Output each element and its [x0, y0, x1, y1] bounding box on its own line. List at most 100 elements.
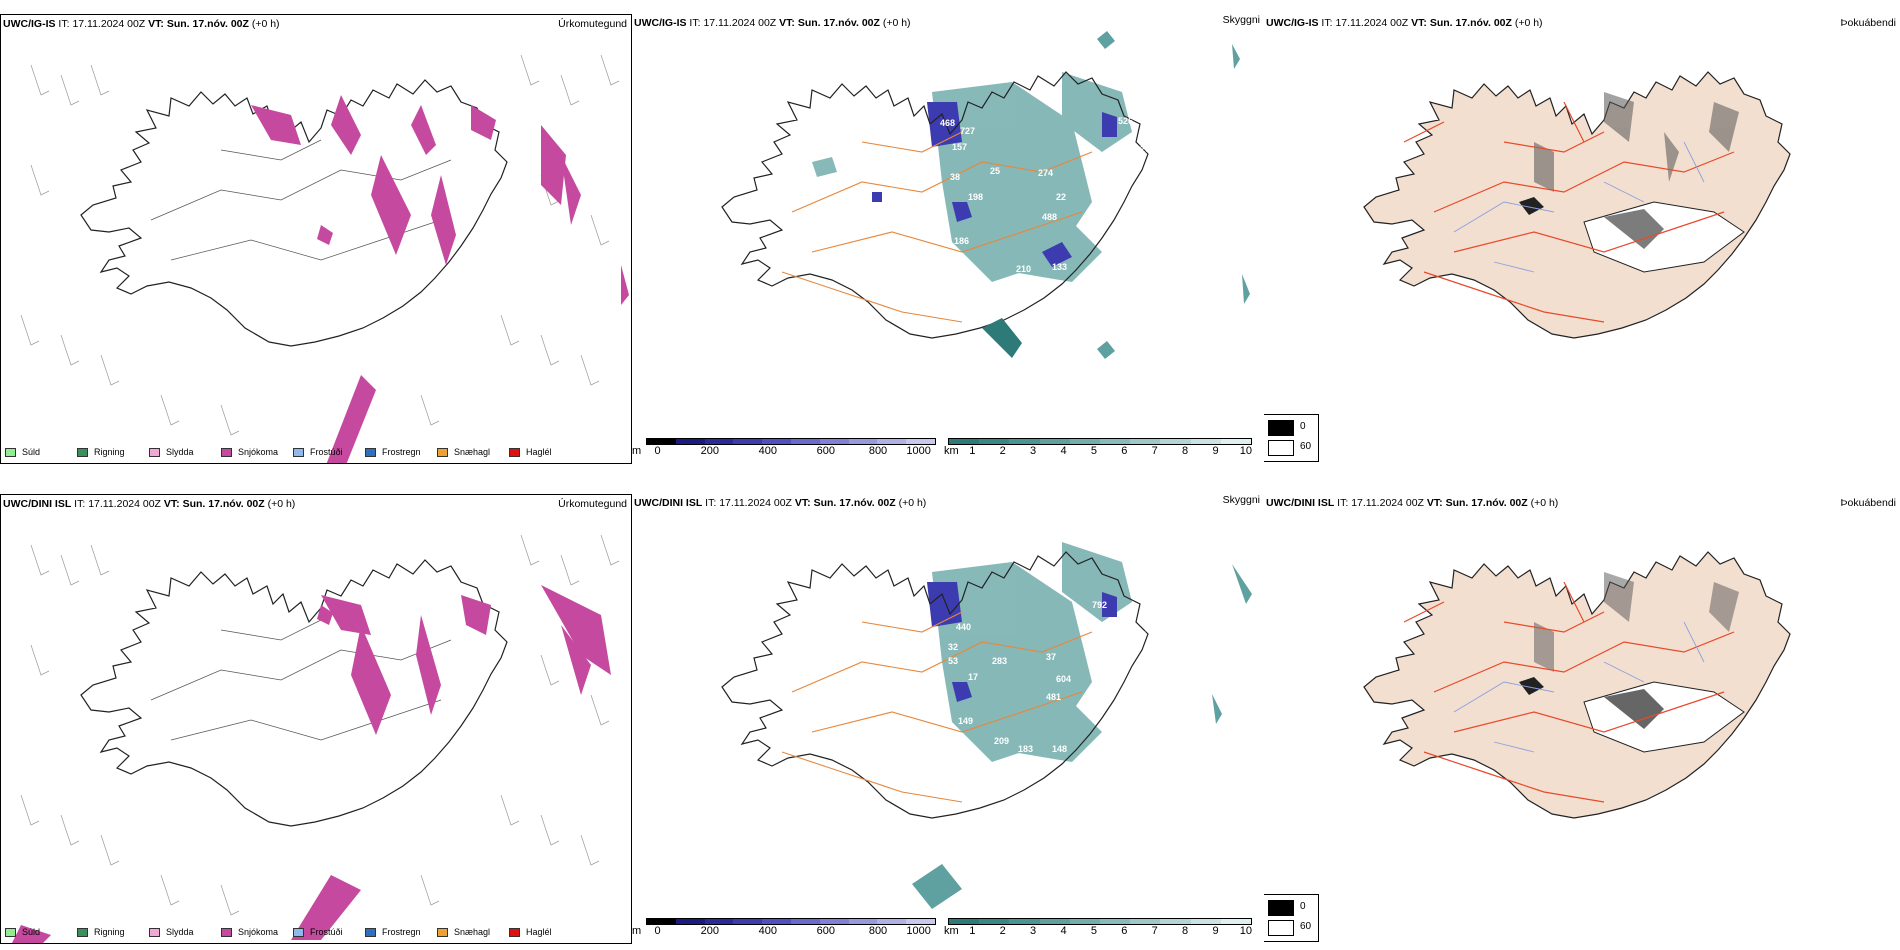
- cloud-base-label: 488: [1042, 212, 1058, 222]
- cbar-ticks: 0 200 400 600 800 1000: [646, 445, 936, 458]
- precip-type-panel-row2: UWC/DINI ISL IT: 17.11.2024 00Z VT: Sun.…: [0, 494, 632, 944]
- legend-swatch-rigning: [77, 447, 88, 457]
- legend-item: Súld: [5, 927, 77, 937]
- cloud-km-areas: [932, 542, 1132, 762]
- cloud-m-colorbar: m 0 200 400 600 800 1000: [632, 438, 936, 458]
- roads: [150, 139, 452, 261]
- fog-legend: 0 60: [1264, 414, 1319, 462]
- color-step: [949, 919, 980, 924]
- precip-legend: Súld Rigning Slydda Snjókoma Frostúði Fr…: [5, 927, 581, 937]
- legend-swatch-rigning: [77, 927, 88, 937]
- field-name: Skyggni: [1222, 14, 1260, 26]
- panel-header: UWC/IG-IS IT: 17.11.2024 00Z VT: Sun. 17…: [1266, 17, 1543, 29]
- cloud-km-colorbar: km 1 2 3 4 5 6 7 8 9 10: [944, 438, 1252, 458]
- color-step: [1130, 439, 1161, 444]
- legend-swatch-frostudi: [293, 927, 304, 937]
- cbar-ticks: 1 2 3 4 5 6 7 8 9 10: [948, 445, 1252, 458]
- tick-label: 6: [1121, 925, 1128, 937]
- legend-swatch-slydda: [149, 927, 160, 937]
- cloud-base-map: [721, 31, 1250, 359]
- fog-swatch-0: [1268, 420, 1294, 436]
- legend-swatch-haglel: [509, 447, 520, 457]
- cloud-base-label: 198: [968, 192, 984, 202]
- cloud-base-label: 196: [1116, 744, 1132, 754]
- snowfall-areas: [251, 95, 629, 463]
- color-step: [733, 439, 763, 444]
- rivers: [1453, 141, 1705, 273]
- cloud-base-label: 168: [1114, 266, 1130, 276]
- roads: [781, 131, 1093, 323]
- field-name: Þokuábendi: [1840, 497, 1896, 509]
- cloud-base-map: [721, 542, 1252, 909]
- legend-swatch-snaehagl: [437, 447, 448, 457]
- color-step: [1160, 439, 1191, 444]
- legend-item: Frostregn: [365, 927, 437, 937]
- cbar-unit: km: [944, 925, 959, 937]
- cloud-km-colorbar: km 1 2 3 4 5 6 7 8 9 10: [944, 918, 1252, 938]
- roads: [1403, 101, 1735, 323]
- cloud-base-label: 32: [948, 642, 959, 652]
- color-step: [979, 439, 1010, 444]
- cloud-base-panel-row2: UWC/DINI ISL IT: 17.11.2024 00Z VT: Sun.…: [632, 494, 1264, 944]
- color-step: [675, 439, 705, 444]
- color-step: [762, 439, 791, 444]
- tick-label: 8: [1182, 925, 1189, 937]
- cloud-base-label: 440: [956, 622, 972, 632]
- legend-item: Frostúði: [293, 447, 365, 457]
- color-step: [1100, 919, 1131, 924]
- legend-swatch-snjokoma: [221, 447, 232, 457]
- cloud-base-label: 186: [954, 236, 970, 246]
- color-step: [819, 919, 849, 924]
- fog-panel-row2: UWC/DINI ISL IT: 17.11.2024 00Z VT: Sun.…: [1264, 494, 1900, 944]
- tick-label: 3: [1030, 925, 1037, 937]
- color-step: [1100, 439, 1131, 444]
- color-step: [949, 439, 980, 444]
- color-step: [1009, 439, 1040, 444]
- tick-label: 0: [654, 925, 661, 937]
- legend-item: Snjókoma: [221, 927, 293, 937]
- tick-label: 9: [1212, 445, 1219, 457]
- tick-label: 7: [1151, 445, 1158, 457]
- tick-label: 3: [1030, 445, 1037, 457]
- legend-swatch-frostregn: [365, 927, 376, 937]
- legend-swatch-snjokoma: [221, 927, 232, 937]
- legend-swatch-frostregn: [365, 447, 376, 457]
- tick-label: 1: [969, 925, 976, 937]
- tick-label: 7: [1151, 925, 1158, 937]
- cloud-m-bar: [646, 918, 936, 925]
- cloud-base-label: 148: [1052, 744, 1068, 754]
- color-step: [675, 919, 705, 924]
- fog-legend: 0 60: [1264, 894, 1319, 942]
- cloud-m-areas: [872, 102, 1117, 267]
- tick-label: 2: [999, 445, 1006, 457]
- panel-header: UWC/IG-IS IT: 17.11.2024 00Z VT: Sun. 17…: [3, 18, 280, 30]
- legend-item: Haglél: [509, 927, 581, 937]
- wind-barbs: [20, 534, 620, 916]
- color-step: [906, 439, 935, 444]
- cbar-unit: m: [632, 925, 642, 937]
- fog-shading: [1534, 92, 1739, 192]
- panel-header: UWC/DINI ISL IT: 17.11.2024 00Z VT: Sun.…: [634, 497, 927, 509]
- cloud-base-label: 85: [1136, 630, 1147, 640]
- color-step: [1039, 439, 1070, 444]
- panel-header: UWC/IG-IS IT: 17.11.2024 00Z VT: Sun. 17…: [634, 17, 911, 29]
- cloud-base-label: 09: [1178, 646, 1189, 656]
- cloud-base-label: 72: [896, 244, 907, 254]
- fog-map: [1363, 71, 1791, 339]
- coastline: [80, 559, 508, 827]
- color-step: [1190, 919, 1221, 924]
- cloud-base-label: 15: [896, 726, 907, 736]
- cbar-ticks: 0 200 400 600 800 1000: [646, 925, 936, 938]
- cloud-km-bar: [948, 438, 1252, 445]
- tick-label: 800: [868, 925, 888, 937]
- panel-header: UWC/DINI ISL IT: 17.11.2024 00Z VT: Sun.…: [3, 498, 296, 510]
- tick-label: 1000: [906, 925, 931, 937]
- legend-swatch-haglel: [509, 927, 520, 937]
- color-step: [733, 919, 763, 924]
- fog-shading-glacier: [1604, 209, 1664, 249]
- tick-label: 400: [758, 445, 777, 457]
- cbar-unit: m: [632, 445, 642, 457]
- precip-type-panel-row1: UWC/IG-IS IT: 17.11.2024 00Z VT: Sun. 17…: [0, 14, 632, 464]
- cbar-unit: km: [944, 445, 959, 457]
- color-step: [1130, 919, 1161, 924]
